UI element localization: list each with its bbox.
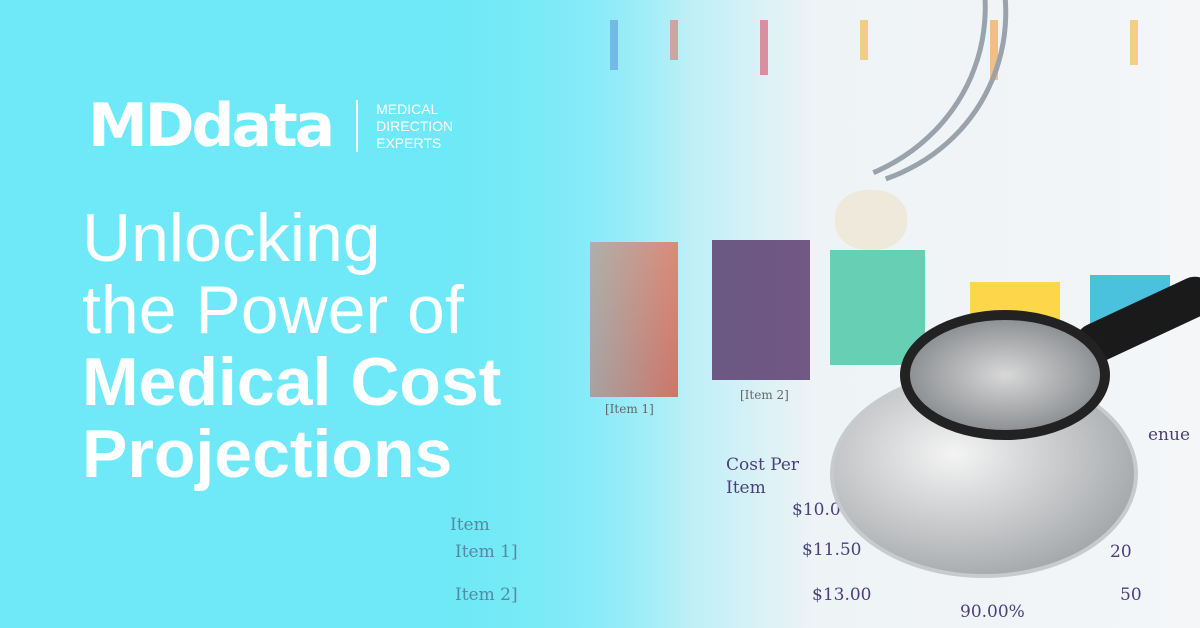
photo-label: $13.00 bbox=[812, 585, 872, 605]
headline-line: Medical Cost bbox=[82, 344, 502, 420]
logo-wordmark: MDdata bbox=[88, 91, 335, 161]
tagline-line: MEDICAL bbox=[376, 100, 439, 117]
logo-divider bbox=[356, 100, 359, 152]
photo-label: $10.0 bbox=[792, 500, 841, 520]
chart-bar bbox=[712, 240, 810, 380]
photo-label: Item 1] bbox=[455, 542, 518, 562]
photo-label: enue bbox=[1148, 425, 1191, 445]
headline-line: Projections bbox=[82, 416, 453, 492]
tagline-line: EXPERTS bbox=[376, 134, 442, 151]
photo-label: [Item 1] bbox=[605, 402, 654, 416]
photo-label: Cost Per bbox=[726, 455, 800, 475]
photo-label: $11.50 bbox=[802, 540, 862, 560]
photo-label: [Item 2] bbox=[740, 388, 789, 402]
stethoscope-diaphragm bbox=[900, 310, 1110, 440]
photo-label: 90.00% bbox=[960, 602, 1025, 622]
headline-line: the Power of bbox=[82, 272, 464, 348]
headline: Unlocking the Power of Medical Cost Proj… bbox=[82, 202, 501, 490]
photo-fade-overlay bbox=[430, 0, 690, 628]
mddata-logo: MDdata MEDICAL DIRECTION EXPERTS bbox=[88, 96, 453, 156]
chart-bar bbox=[830, 250, 925, 365]
photo-label: 50 bbox=[1120, 585, 1142, 605]
photo-label: Item 2] bbox=[455, 585, 518, 605]
photo-label: Item bbox=[450, 515, 490, 535]
photo-label: Item bbox=[726, 478, 766, 498]
headline-line: Unlocking bbox=[82, 200, 381, 276]
logo-tagline: MEDICAL DIRECTION EXPERTS bbox=[376, 101, 453, 152]
photo-label: 20 bbox=[1110, 542, 1132, 562]
tagline-line: DIRECTION bbox=[376, 117, 454, 134]
stethoscope-earpiece bbox=[835, 190, 907, 250]
